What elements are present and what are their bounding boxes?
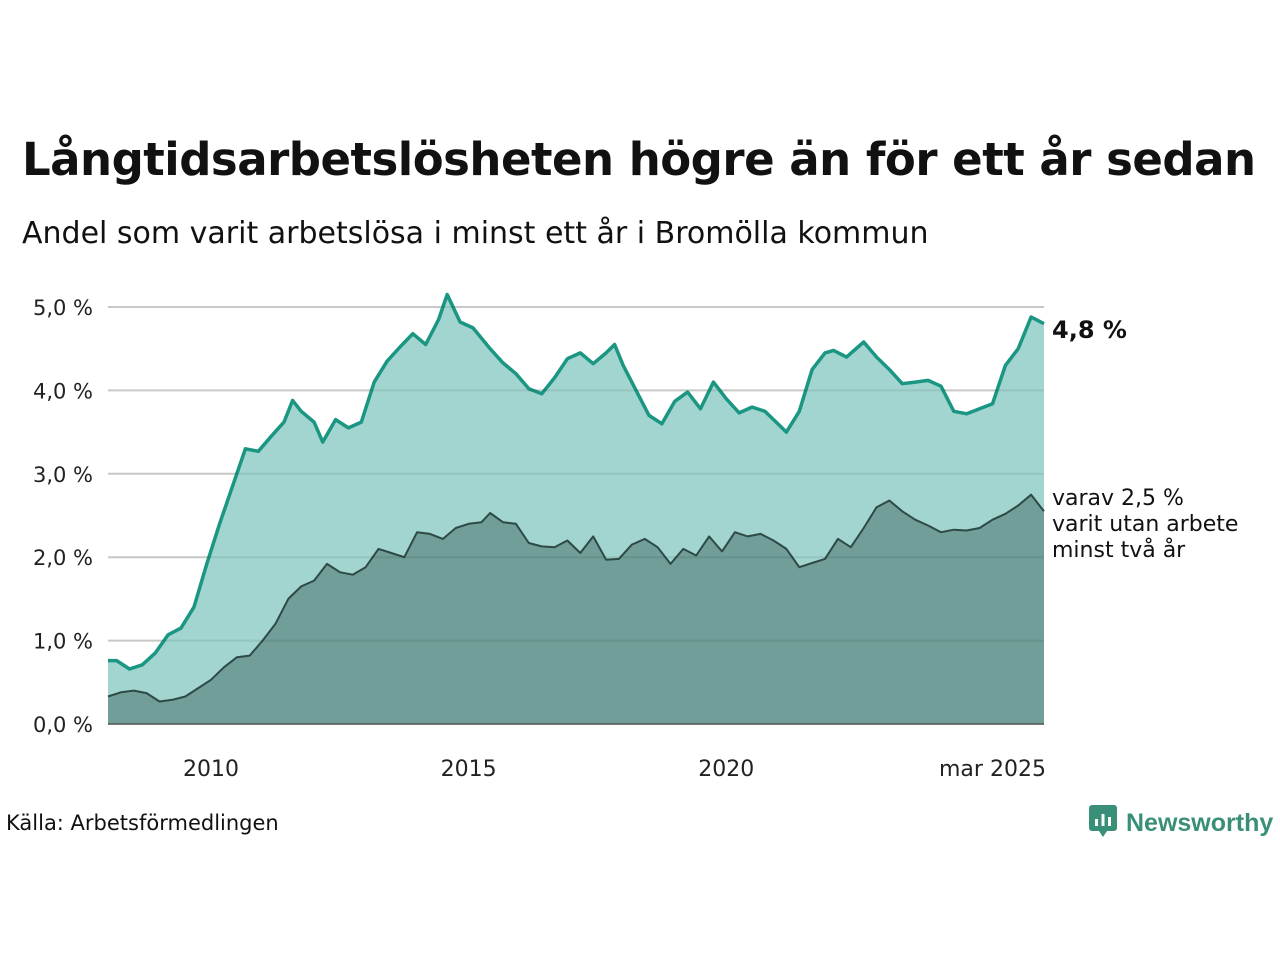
- y-tick-label-4: 4,0 %: [33, 379, 93, 403]
- y-tick-label-5: 5,0 %: [33, 296, 93, 320]
- brand-name: Newsworthy: [1126, 808, 1274, 837]
- y-axis: 0,0 % 1,0 % 2,0 % 3,0 % 4,0 % 5,0 %: [33, 296, 93, 737]
- two_year-area: [108, 494, 1044, 724]
- y-tick-label-1: 1,0 %: [33, 630, 93, 654]
- brand-logo[interactable]: Newsworthy: [1088, 804, 1273, 842]
- chart-title: Långtidsarbetslösheten högre än för ett …: [22, 133, 1256, 186]
- sub-label-line-3: minst två år: [1052, 537, 1186, 563]
- y-tick-label-3: 3,0 %: [33, 463, 93, 487]
- sub-label-line-1: varav 2,5 %: [1052, 486, 1184, 511]
- x-tick-label-0: 2010: [183, 757, 239, 782]
- one_year-line: [108, 292, 1045, 671]
- x-tick-label-2: 2020: [698, 757, 754, 782]
- newsworthy-logo-icon: [1088, 804, 1118, 842]
- y-tick-label-0: 0,0 %: [33, 713, 93, 737]
- y-tick-label-2: 2,0 %: [33, 546, 93, 570]
- chart-subtitle: Andel som varit arbetslösa i minst ett å…: [22, 216, 929, 251]
- x-tick-label-1: 2015: [441, 757, 497, 782]
- x-tick-label-3: mar 2025: [939, 757, 1046, 782]
- source-note: Källa: Arbetsförmedlingen: [6, 811, 279, 835]
- chart-areas: [107, 292, 1045, 725]
- end-value-label: 4,8 %: [1052, 316, 1127, 344]
- two_year-line: [107, 493, 1045, 703]
- sub-label-line-2: varit utan arbete: [1052, 512, 1238, 537]
- x-axis: 2010 2015 2020 mar 2025: [183, 757, 1046, 782]
